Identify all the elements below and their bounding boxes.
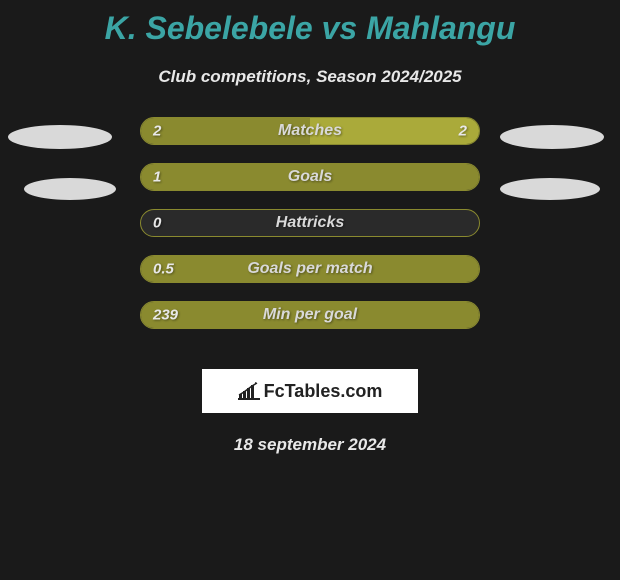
logo-text: FcTables.com [238, 381, 383, 402]
chart-icon [238, 382, 260, 400]
bar-value-left: 0.5 [153, 261, 174, 278]
stat-bar: Hattricks 0 [140, 209, 480, 237]
stat-row: Hattricks 0 [0, 209, 620, 255]
stat-bar: Goals 1 [140, 163, 480, 191]
decorative-ellipse [8, 125, 112, 149]
stat-row: Goals per match 0.5 [0, 255, 620, 301]
bar-value-left: 2 [153, 123, 161, 140]
stats-container: Matches 2 2 Goals 1 Hattricks 0 Goals per match… [0, 117, 620, 347]
logo-label: FcTables.com [264, 381, 383, 402]
decorative-ellipse [500, 125, 604, 149]
bar-label: Matches [278, 122, 342, 140]
stat-bar: Min per goal 239 [140, 301, 480, 329]
decorative-ellipse [500, 178, 600, 200]
stat-bar: Matches 2 2 [140, 117, 480, 145]
subtitle: Club competitions, Season 2024/2025 [0, 67, 620, 87]
stat-row: Min per goal 239 [0, 301, 620, 347]
stat-bar: Goals per match 0.5 [140, 255, 480, 283]
bar-value-left: 0 [153, 215, 161, 232]
bar-value-left: 1 [153, 169, 161, 186]
bar-label: Min per goal [263, 306, 357, 324]
decorative-ellipse [24, 178, 116, 200]
bar-label: Hattricks [276, 214, 344, 232]
logo-box: FcTables.com [202, 369, 418, 413]
bar-value-left: 239 [153, 307, 178, 324]
page-title: K. Sebelebele vs Mahlangu [0, 10, 620, 47]
date-text: 18 september 2024 [0, 435, 620, 455]
bar-value-right: 2 [459, 123, 467, 140]
bar-label: Goals [288, 168, 332, 186]
bar-label: Goals per match [247, 260, 372, 278]
